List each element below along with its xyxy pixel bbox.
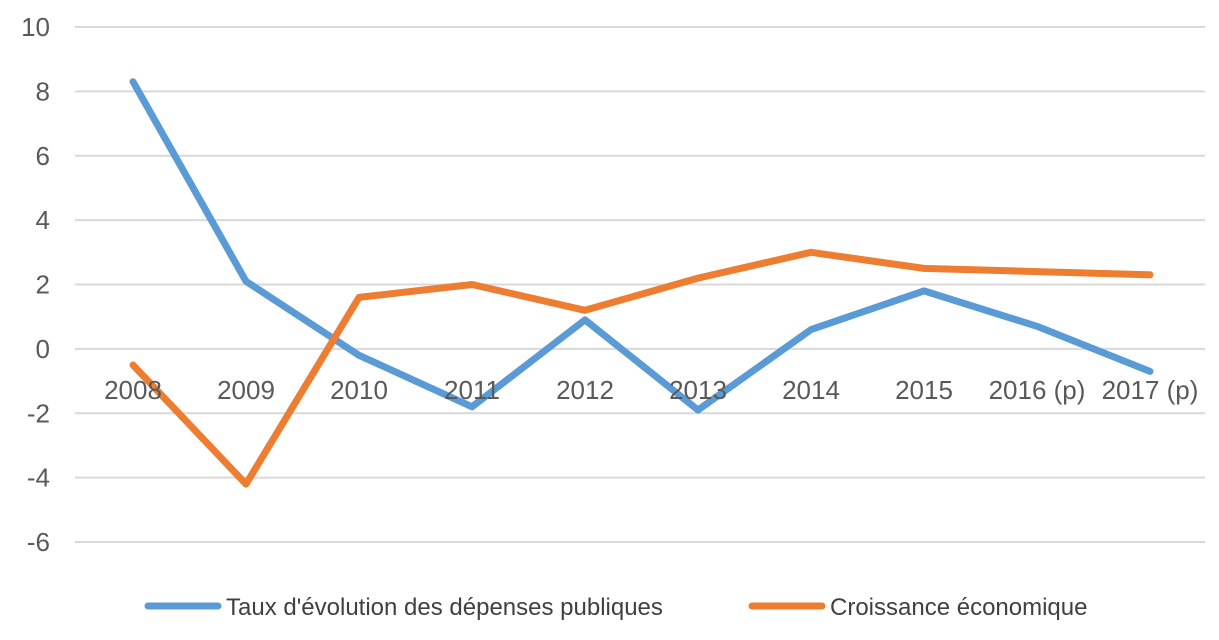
y-tick-label: 0: [36, 334, 50, 364]
y-tick-label: 6: [36, 141, 50, 171]
legend-label: Taux d'évolution des dépenses publiques: [226, 594, 663, 621]
x-tick-label: 2009: [217, 375, 275, 405]
x-tick-label: 2011: [444, 375, 500, 405]
y-tick-label: 8: [36, 76, 50, 106]
x-tick-label: 2010: [330, 375, 388, 405]
x-tick-label: 2016 (p): [989, 375, 1086, 405]
legend: Taux d'évolution des dépenses publiques C…: [144, 594, 1087, 621]
y-tick-label: 2: [36, 270, 50, 300]
series-line-2: [129, 248, 1154, 488]
x-tick-label: 2015: [895, 375, 953, 405]
gridlines: [75, 26, 1205, 543]
x-tick-label: 2012: [556, 375, 614, 405]
legend-label: Croissance économique: [830, 594, 1087, 621]
y-tick-label: -6: [27, 527, 50, 557]
y-axis-ticks: 10 8 6 4 2 0 -2 -4 -6: [21, 12, 50, 557]
y-tick-label: -4: [27, 463, 50, 493]
y-tick-label: -2: [27, 398, 50, 428]
series-lines: [129, 78, 1154, 488]
y-tick-label: 4: [36, 205, 50, 235]
x-axis-ticks: 2008 2009 2010 2011 2012 2013 2014 2015 2016 (p)…: [104, 375, 1198, 405]
y-tick-label: 10: [21, 12, 50, 42]
x-tick-label: 2013: [669, 375, 727, 405]
series-line-1: [129, 78, 1154, 414]
x-tick-label: 2017 (p): [1102, 375, 1199, 405]
x-tick-label: 2008: [104, 375, 162, 405]
x-tick-label: 2014: [782, 375, 840, 405]
